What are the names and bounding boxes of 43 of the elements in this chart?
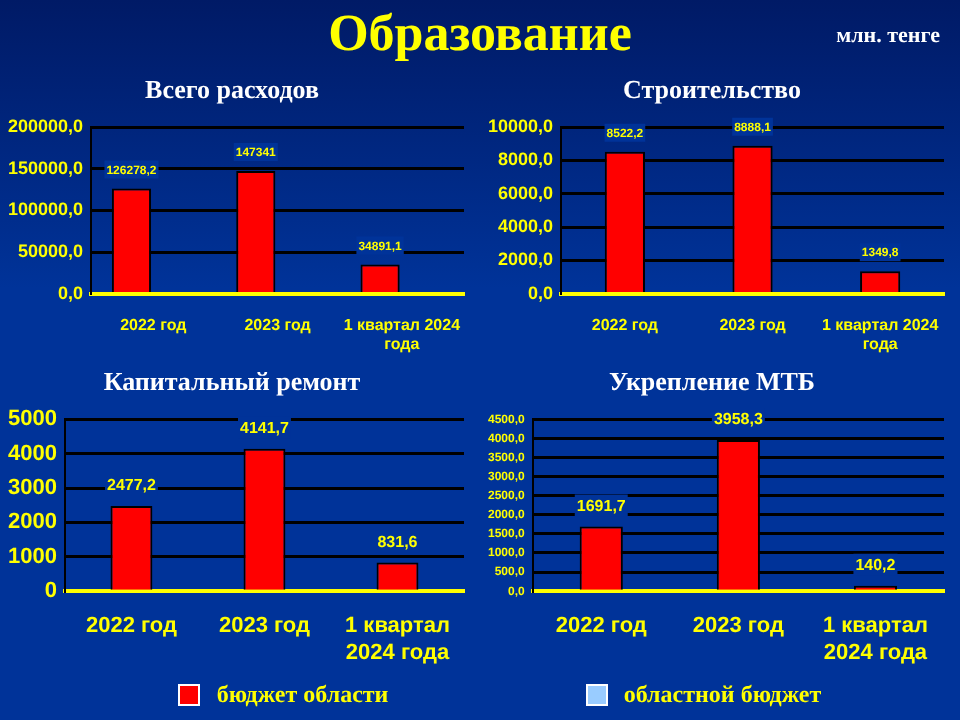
legend-label: областной бюджет: [621, 680, 822, 710]
text: бюджет области: [214, 680, 389, 710]
x-tick-label: 2022 год: [120, 315, 187, 334]
data-label: 2477,2: [106, 476, 158, 495]
y-tick-label: 4000,0: [498, 216, 554, 237]
x-tick-label: 2023 год: [692, 614, 784, 639]
x-tick-label: 2022 год: [85, 614, 177, 639]
chart-title: Всего расходов: [145, 74, 319, 105]
y-tick-label: 50000,0: [17, 240, 84, 261]
x-tick-label: 2023 год: [218, 614, 311, 639]
y-tick-label: 100000,0: [7, 199, 84, 220]
x-tick-label: 1 квартал 2024 года: [821, 315, 940, 353]
chart-title: Капитальный ремонт: [103, 366, 362, 397]
y-tick-label: 0,0: [528, 282, 554, 303]
y-tick-label: 0,0: [58, 282, 84, 303]
y-tick-label: 4000: [7, 441, 57, 466]
x-tick-label: 1 квартал 2024 года: [822, 614, 929, 665]
text: млн. тенге: [836, 24, 940, 48]
x-tick-label: 1 квартал 2024 года: [345, 614, 451, 665]
x-tick-label: 2023 год: [244, 315, 311, 334]
text: Образование: [328, 4, 632, 62]
data-label: 1691,7: [576, 496, 627, 515]
y-tick-label: 1000: [7, 544, 57, 569]
data-label: 831,6: [377, 533, 419, 551]
x-tick-label: 2023 год: [719, 315, 786, 334]
x-tick-label: 1 квартал 2024 года: [343, 315, 462, 353]
y-tick-label: 2000,0: [498, 249, 554, 270]
y-tick-label: 3000: [7, 476, 57, 501]
y-tick-label: 10000,0: [487, 116, 554, 137]
y-tick-label: 6000,0: [498, 182, 554, 203]
y-tick-label: 2000: [7, 510, 57, 535]
chart-title: Строительство: [623, 74, 801, 105]
data-label: 3958,3: [713, 410, 764, 429]
data-label: 140,2: [855, 556, 897, 575]
chart-title: Укрепление МТБ: [608, 366, 816, 397]
y-tick-label: 150000,0: [7, 157, 84, 178]
y-tick-label: 8000,0: [498, 149, 554, 170]
y-tick-label: 5000: [7, 407, 57, 432]
y-tick-label: 200000,0: [7, 116, 84, 137]
data-label: 4141,7: [240, 419, 291, 438]
x-tick-label: 2022 год: [555, 614, 647, 639]
x-tick-label: 2022 год: [591, 315, 658, 334]
y-tick-label: 0: [44, 579, 57, 604]
